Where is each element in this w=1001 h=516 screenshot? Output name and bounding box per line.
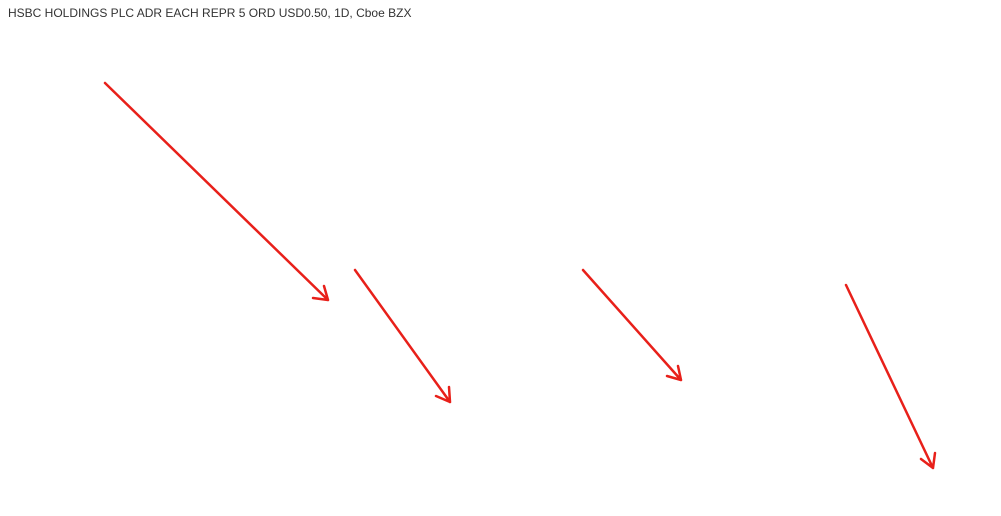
chart-title: HSBC HOLDINGS PLC ADR EACH REPR 5 ORD US…: [8, 6, 411, 20]
arrow: [581, 268, 683, 382]
arrow: [844, 283, 937, 470]
annotation-arrows: [103, 81, 937, 470]
arrow: [353, 268, 452, 404]
arrow: [103, 81, 330, 302]
